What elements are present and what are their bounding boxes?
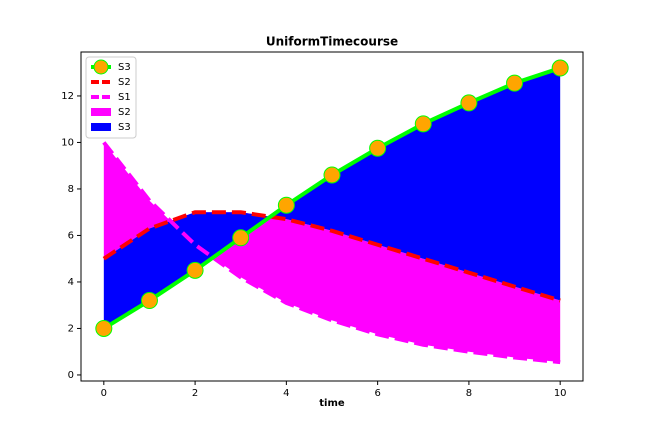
x-tick-label: 2 bbox=[192, 388, 198, 399]
x-axis-label: time bbox=[319, 398, 345, 409]
marker bbox=[140, 292, 158, 310]
legend-label: S3 bbox=[118, 122, 131, 133]
legend-marker bbox=[93, 59, 109, 75]
y-tick-label: 8 bbox=[68, 184, 74, 195]
x-tick-label: 8 bbox=[466, 388, 472, 399]
legend-label: S2 bbox=[118, 77, 131, 88]
x-tick-label: 6 bbox=[374, 388, 380, 399]
marker bbox=[369, 139, 387, 157]
y-tick-label: 2 bbox=[68, 323, 74, 334]
marker bbox=[277, 196, 295, 214]
series-line bbox=[102, 141, 561, 365]
chart-title: UniformTimecourse bbox=[266, 35, 398, 49]
x-tick-label: 0 bbox=[101, 388, 107, 399]
series-line bbox=[102, 210, 561, 303]
fill-area bbox=[103, 142, 561, 363]
marker bbox=[506, 74, 524, 92]
y-tick-label: 6 bbox=[68, 230, 74, 241]
y-tick-label: 0 bbox=[68, 370, 74, 381]
marker bbox=[323, 166, 341, 184]
legend-patch bbox=[91, 123, 111, 131]
legend-label: S1 bbox=[118, 92, 131, 103]
plot-frame bbox=[80, 51, 584, 382]
legend-box bbox=[85, 56, 137, 139]
marker bbox=[186, 261, 204, 279]
marker bbox=[232, 229, 250, 247]
legend-patch bbox=[91, 108, 111, 116]
fill-area bbox=[103, 68, 561, 329]
legend-label: S3 bbox=[118, 62, 131, 73]
marker bbox=[95, 319, 113, 337]
marker bbox=[551, 59, 569, 77]
y-tick-label: 10 bbox=[61, 137, 74, 148]
marker bbox=[460, 94, 478, 112]
legend-label: S2 bbox=[118, 107, 131, 118]
y-tick-label: 4 bbox=[68, 277, 74, 288]
y-tick-label: 12 bbox=[61, 91, 74, 102]
marker bbox=[414, 115, 432, 133]
x-tick-label: 10 bbox=[554, 388, 567, 399]
x-tick-label: 4 bbox=[283, 388, 289, 399]
